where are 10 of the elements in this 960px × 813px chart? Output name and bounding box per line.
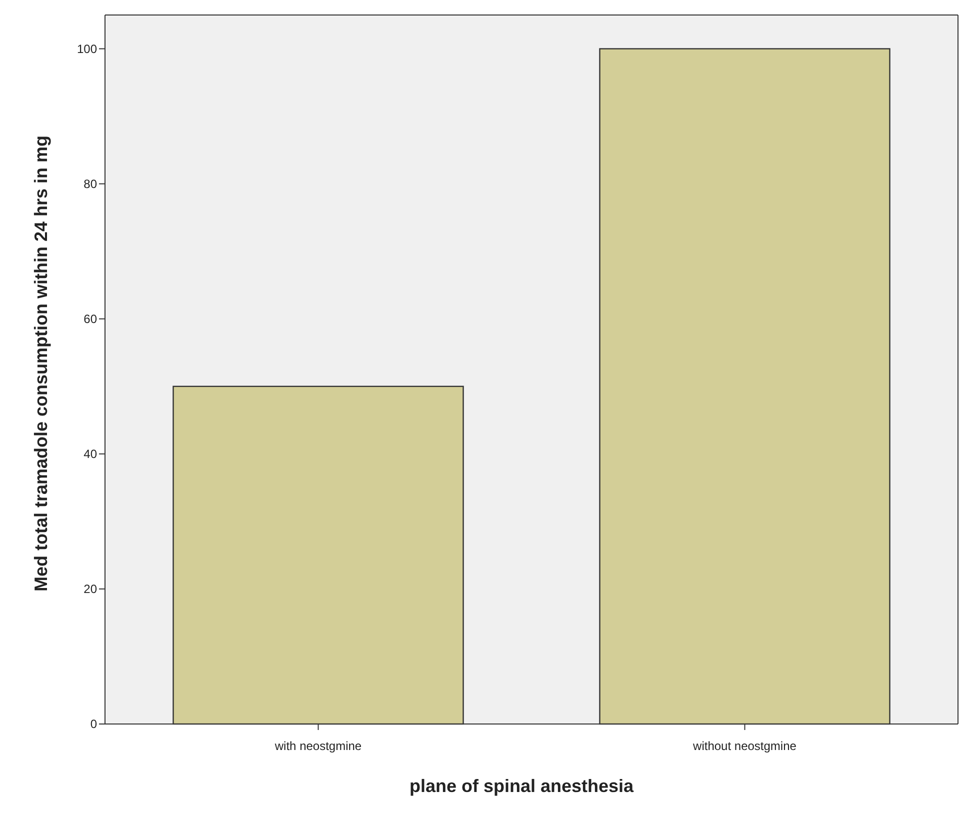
y-tick-label: 80	[84, 177, 98, 192]
y-tick-label: 20	[84, 582, 98, 596]
x-tick-label: without neostgmine	[692, 739, 797, 753]
x-axis-title: plane of spinal anesthesia	[409, 776, 635, 796]
y-tick-label: 60	[84, 312, 98, 326]
y-tick-label: 100	[76, 42, 98, 56]
y-tick-label: 40	[84, 447, 98, 462]
y-axis-title: Med total tramadole consumption within 24 hrs in mg	[31, 135, 51, 592]
y-tick-label: 0	[90, 717, 98, 732]
x-tick-label: with neostgmine	[274, 739, 362, 753]
